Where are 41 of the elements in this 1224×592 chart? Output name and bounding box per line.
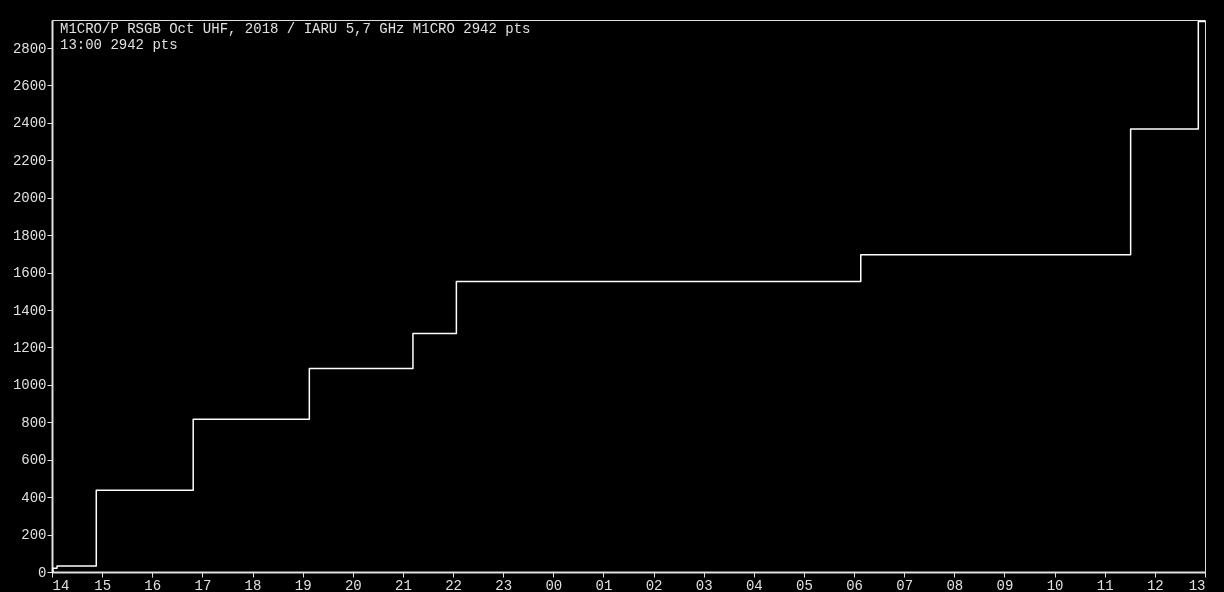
y-tick-label: 2400 [12, 115, 47, 132]
y-tick-label: 600 [21, 452, 47, 469]
y-tick-label: 1800 [12, 227, 47, 244]
y-tick-label: 2000 [12, 190, 47, 207]
x-tick-label: 19 [294, 577, 312, 592]
x-tick-label: 21 [395, 577, 412, 592]
x-tick-label: 10 [1046, 577, 1064, 592]
y-tick-label: 2600 [12, 77, 47, 94]
x-tick-label: 05 [796, 577, 813, 592]
x-tick-label: 09 [996, 577, 1014, 592]
x-tick-label: 04 [745, 577, 763, 592]
y-tick-label: 200 [21, 527, 47, 544]
x-tick-label: 07 [896, 577, 914, 592]
x-tick-label: 01 [595, 577, 613, 592]
x-tick-label: 18 [244, 577, 262, 592]
x-tick-label: 11 [1096, 577, 1114, 592]
chart-title: M1CRO/P RSGB Oct UHF, 2018 / IARU 5,7 GHz M1CRO 2942 pts [60, 21, 531, 37]
y-tick-label: 1000 [12, 377, 47, 394]
x-tick-label: 15 [94, 577, 112, 592]
y-tick-label: 1200 [12, 339, 47, 356]
y-tick-label: 1400 [12, 302, 47, 319]
x-tick-label: 06 [846, 577, 863, 592]
y-tick-label: 1600 [12, 265, 47, 282]
x-tick-label: 17 [194, 577, 212, 592]
x-tick-label: 12 [1146, 577, 1164, 592]
x-tick-label: 16 [144, 577, 162, 592]
x-tick-label: 00 [545, 577, 563, 592]
x-tick-label: 23 [495, 577, 513, 592]
y-tick-label: 2800 [12, 40, 47, 57]
x-tick-label: 02 [645, 577, 663, 592]
x-tick-label: 08 [946, 577, 964, 592]
x-tick-label: 22 [445, 577, 462, 592]
y-tick-label: 2200 [12, 152, 47, 169]
y-tick-label: 0 [38, 564, 47, 581]
text: 13:00 2942 pts [60, 37, 178, 53]
x-tick-label: 13 [1188, 577, 1206, 592]
x-tick-label: 03 [695, 577, 713, 592]
y-tick-label: 400 [21, 489, 47, 506]
x-tick-label: 14 [52, 577, 70, 592]
y-tick-label: 800 [21, 414, 47, 431]
x-tick-label: 20 [344, 577, 362, 592]
